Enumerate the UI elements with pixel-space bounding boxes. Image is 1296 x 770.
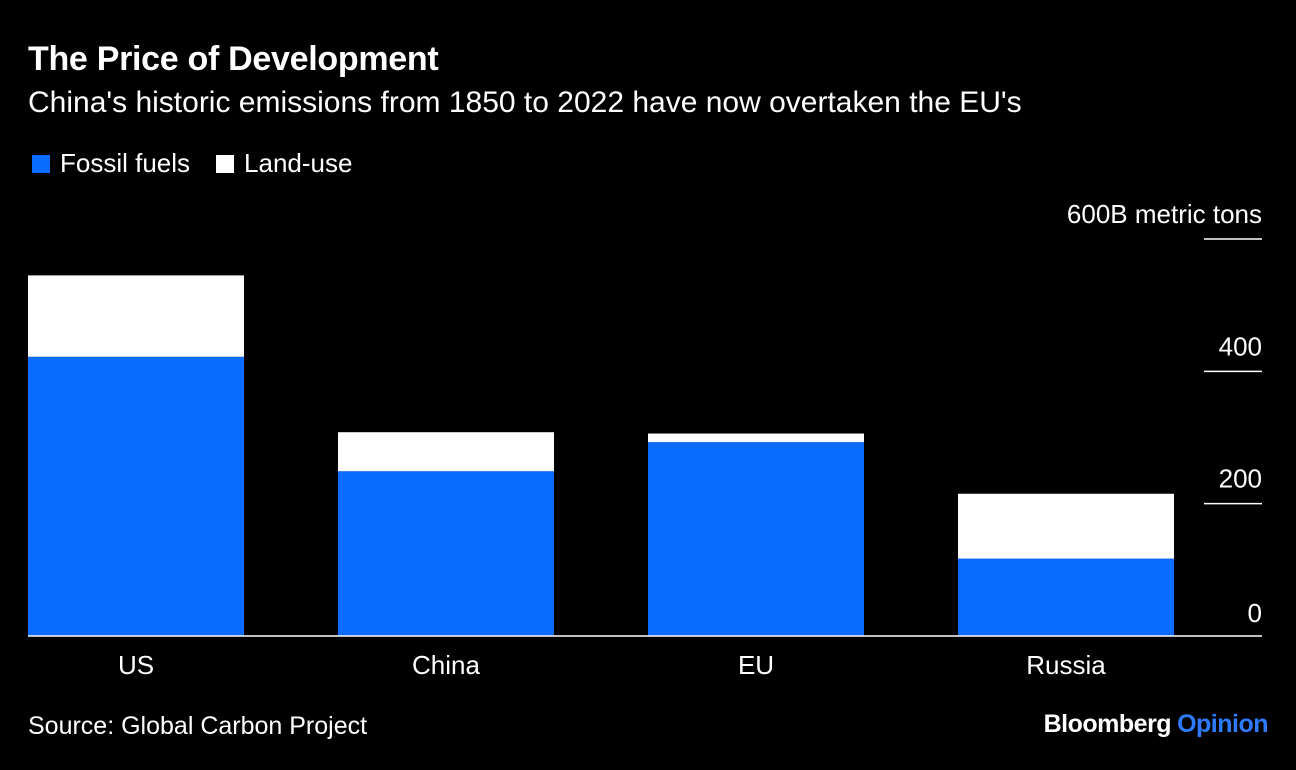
y-tick-label: 600B metric tons <box>1067 199 1262 229</box>
brand-section: Opinion <box>1177 710 1268 738</box>
legend-label-landuse: Land-use <box>244 148 353 178</box>
bar-us-landuse <box>28 275 244 357</box>
x-tick-label: China <box>412 650 480 680</box>
bar-russia-fossil <box>958 558 1174 636</box>
bar-eu-landuse <box>648 433 864 443</box>
bar-china-fossil <box>338 471 554 636</box>
x-tick-label: Russia <box>1026 650 1106 680</box>
bar-us-fossil <box>28 356 244 636</box>
legend-swatch-fossil <box>32 154 50 173</box>
y-tick-label: 200 <box>1219 464 1262 494</box>
bloomberg-opinion-logo: Bloomberg Opinion <box>1043 710 1269 739</box>
legend-swatch-landuse <box>216 154 235 173</box>
chart-legend: Fossil fuels Land-use <box>32 148 378 179</box>
x-tick-label: EU <box>738 650 774 680</box>
bar-china-landuse <box>338 432 554 472</box>
bar-eu-fossil <box>648 442 864 636</box>
source-note: Source: Global Carbon Project <box>28 712 368 740</box>
chart-title: The Price of Development <box>28 40 439 78</box>
stacked-bar-chart: US China EU Russia 0 200 400 600B metric tons <box>28 199 1262 680</box>
bar-russia-landuse <box>958 493 1174 559</box>
legend-item-fossil: Fossil fuels <box>32 148 190 179</box>
legend-label-fossil: Fossil fuels <box>60 148 191 178</box>
x-tick-label: US <box>118 650 154 680</box>
chart-subtitle: China's historic emissions from 1850 to … <box>28 86 1022 119</box>
y-tick-label: 400 <box>1219 331 1262 361</box>
y-tick-label: 0 <box>1248 598 1262 628</box>
brand-name: Bloomberg <box>1043 710 1172 738</box>
legend-item-landuse: Land-use <box>216 148 352 179</box>
